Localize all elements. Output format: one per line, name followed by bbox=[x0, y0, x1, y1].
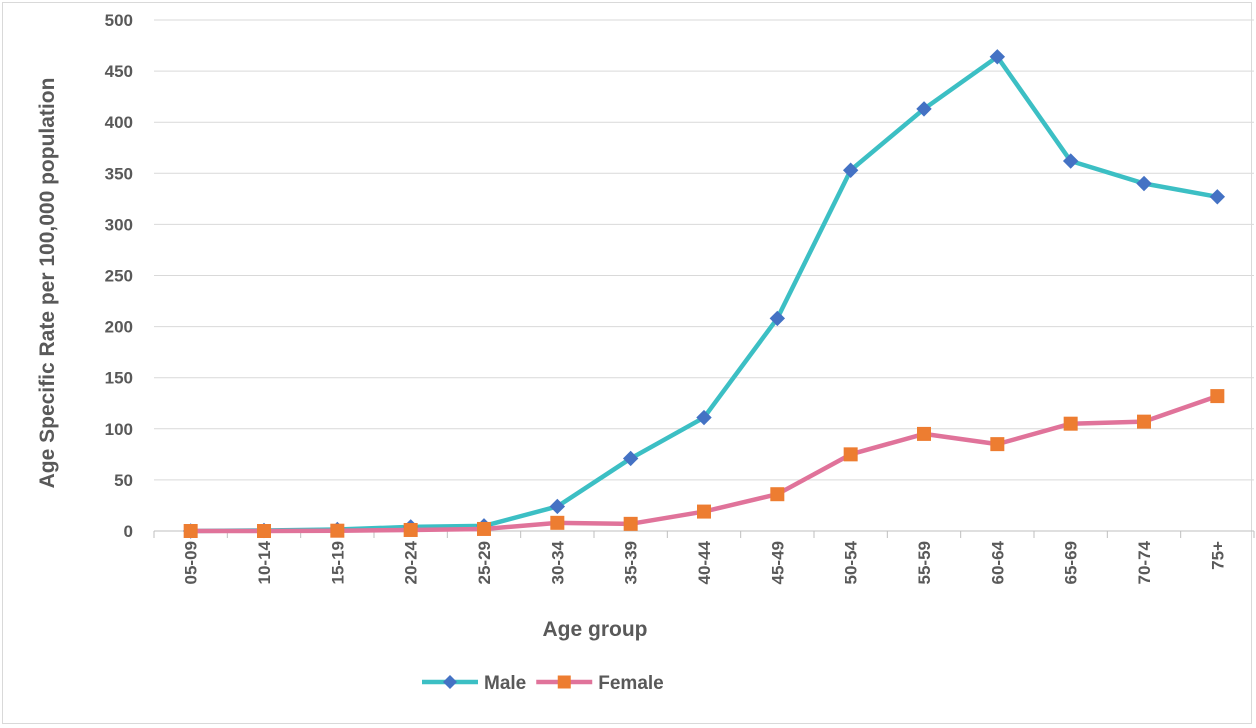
x-tick-label: 25-29 bbox=[475, 541, 494, 584]
series-layer bbox=[182, 49, 1226, 539]
data-point-female bbox=[697, 504, 711, 519]
data-point-male bbox=[989, 49, 1006, 65]
x-tick-label: 40-44 bbox=[695, 540, 714, 584]
y-tick-label: 450 bbox=[105, 62, 133, 81]
data-point-female bbox=[403, 522, 418, 537]
x-tick-label: 20-24 bbox=[402, 540, 421, 584]
legend-label: Male bbox=[484, 673, 526, 694]
data-point-female bbox=[623, 516, 638, 531]
legend-item-female: Female bbox=[536, 673, 664, 694]
data-point-female bbox=[477, 521, 491, 536]
y-tick-label: 50 bbox=[114, 471, 133, 490]
data-point-male bbox=[769, 310, 786, 327]
data-point-female bbox=[770, 487, 785, 502]
y-tick-label: 100 bbox=[105, 420, 133, 439]
x-tick-label: 35-39 bbox=[622, 541, 641, 584]
data-point-female bbox=[257, 524, 271, 538]
data-point-male bbox=[549, 498, 566, 515]
data-point-male bbox=[1209, 189, 1226, 205]
y-axis-title: Age Specific Rate per 100,000 population bbox=[36, 78, 59, 489]
x-tick-label: 30-34 bbox=[548, 540, 567, 584]
y-tick-label: 400 bbox=[105, 113, 133, 132]
data-point-female bbox=[917, 426, 931, 441]
legend-marker bbox=[443, 675, 457, 689]
data-point-female bbox=[550, 515, 565, 530]
y-axis-ticks: 0 50 100 150 200 250 300 350 400 450 500 bbox=[105, 11, 133, 541]
data-point-male bbox=[1062, 153, 1079, 169]
y-tick-label: 250 bbox=[105, 267, 133, 286]
x-tick-label: 05-09 bbox=[182, 541, 201, 584]
data-point-female bbox=[1063, 416, 1078, 431]
x-tick-label: 70-74 bbox=[1135, 540, 1154, 584]
legend-label: Female bbox=[598, 673, 663, 694]
y-tick-label: 0 bbox=[124, 522, 133, 541]
series-line-male bbox=[188, 54, 1220, 534]
gridlines bbox=[154, 19, 1254, 481]
data-point-male bbox=[842, 162, 859, 178]
data-point-male bbox=[622, 450, 639, 467]
legend-marker bbox=[557, 675, 571, 689]
series-male bbox=[182, 49, 1226, 539]
x-tick-label: 10-14 bbox=[255, 540, 274, 584]
x-axis-title: Age group bbox=[543, 618, 648, 641]
data-point-male bbox=[696, 409, 712, 426]
data-point-male bbox=[1136, 175, 1152, 192]
y-tick-label: 150 bbox=[105, 369, 133, 388]
data-point-female bbox=[990, 437, 1005, 452]
x-axis-ticks: 05-09 10-14 15-19 20-24 25-29 30-34 35-39 40-44… bbox=[182, 540, 1228, 584]
x-tick-label: 75+ bbox=[1208, 541, 1227, 570]
x-tick-label: 45-49 bbox=[768, 541, 787, 584]
legend-item-male: Male bbox=[422, 673, 526, 694]
x-tick-label: 55-59 bbox=[915, 541, 934, 584]
data-point-female bbox=[330, 523, 345, 538]
x-tick-label: 15-19 bbox=[328, 541, 347, 584]
x-tick-label: 50-54 bbox=[842, 540, 861, 584]
data-point-female bbox=[183, 524, 198, 538]
x-tick-label: 60-64 bbox=[988, 540, 1007, 584]
data-point-female bbox=[843, 447, 858, 462]
y-tick-label: 500 bbox=[105, 11, 133, 30]
legend: Male Female bbox=[422, 673, 664, 694]
data-point-male bbox=[916, 101, 932, 117]
series-female bbox=[183, 389, 1225, 538]
data-point-female bbox=[1137, 414, 1151, 429]
y-tick-label: 300 bbox=[105, 215, 133, 234]
y-tick-label: 350 bbox=[105, 164, 133, 183]
data-point-female bbox=[1210, 389, 1225, 404]
x-tick-label: 65-69 bbox=[1062, 541, 1081, 584]
y-tick-label: 200 bbox=[105, 318, 133, 337]
